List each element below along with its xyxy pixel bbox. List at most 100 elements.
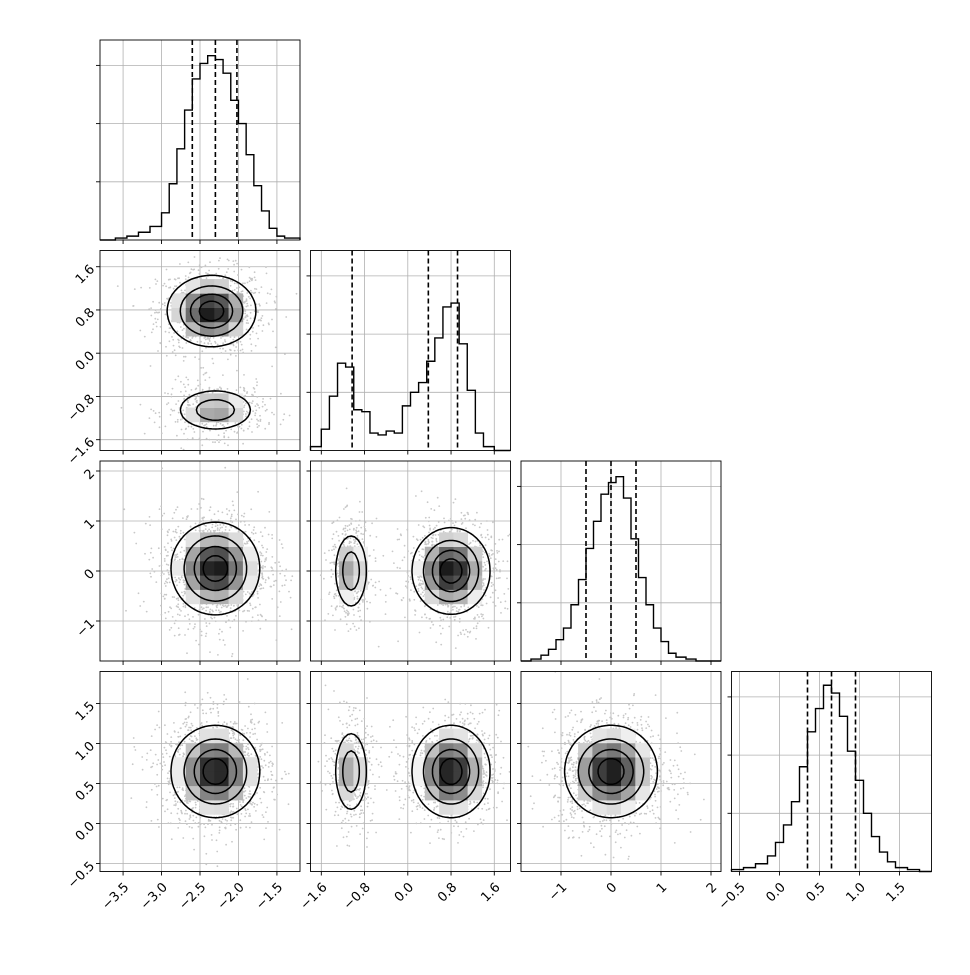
scatter-point (177, 331, 179, 333)
scatter-point (279, 591, 281, 593)
scatter-point (473, 627, 475, 629)
scatter-point (255, 810, 257, 812)
scatter-point (359, 511, 361, 513)
scatter-point (271, 556, 273, 558)
scatter-point (200, 439, 202, 441)
scatter-point (223, 426, 225, 428)
scatter-point (291, 628, 293, 630)
scatter-point (214, 341, 216, 343)
scatter-point (413, 591, 415, 593)
scatter-point (271, 319, 273, 321)
scatter-point (279, 573, 281, 575)
scatter-point (451, 529, 453, 531)
scatter-point (174, 559, 176, 561)
scatter-point (164, 612, 166, 614)
scatter-point (220, 337, 222, 339)
scatter-point (275, 347, 277, 349)
scatter-point (185, 356, 187, 358)
scatter-point (261, 317, 263, 319)
scatter-point (331, 605, 333, 607)
scatter-point (486, 520, 488, 522)
scatter-point (198, 269, 200, 271)
scatter-point (405, 585, 407, 587)
scatter-point (244, 310, 246, 312)
scatter-point (230, 285, 232, 287)
scatter-point (431, 541, 433, 543)
scatter-point (164, 558, 166, 560)
scatter-point (347, 530, 349, 532)
scatter-point (428, 532, 430, 534)
scatter-point (273, 584, 275, 586)
scatter-point (219, 439, 221, 441)
scatter-point (150, 576, 152, 578)
scatter-point (244, 795, 246, 797)
scatter-point (197, 385, 199, 387)
scatter-point (161, 432, 163, 434)
scatter-point (452, 522, 454, 524)
scatter-point (169, 744, 171, 746)
scatter-point (402, 559, 404, 561)
scatter-point (187, 379, 189, 381)
scatter-point (431, 621, 433, 623)
scatter-point (489, 555, 491, 557)
scatter-point (219, 524, 221, 526)
scatter-point (409, 598, 411, 600)
scatter-point (178, 342, 180, 344)
scatter-point (212, 363, 214, 365)
scatter-point (260, 614, 262, 616)
scatter-point (217, 525, 219, 527)
scatter-point (222, 374, 224, 376)
scatter-point (155, 322, 157, 324)
scatter-point (392, 551, 394, 553)
scatter-point (482, 566, 484, 568)
scatter-point (164, 598, 166, 600)
scatter-point (123, 508, 125, 510)
scatter-point (205, 272, 207, 274)
scatter-point (165, 346, 167, 348)
scatter-point (243, 396, 245, 398)
scatter-point (251, 418, 253, 420)
scatter-point (257, 614, 259, 616)
scatter-point (213, 425, 215, 427)
scatter-point (364, 526, 366, 528)
scatter-point (160, 505, 162, 507)
scatter-point (437, 604, 439, 606)
scatter-point (203, 607, 205, 609)
scatter-point (185, 820, 187, 822)
scatter-point (349, 541, 351, 543)
scatter-point (499, 569, 501, 571)
scatter-point (357, 596, 359, 598)
scatter-point (360, 533, 362, 535)
scatter-point (175, 509, 177, 511)
scatter-point (187, 614, 189, 616)
scatter-point (480, 534, 482, 536)
scatter-point (409, 600, 411, 602)
scatter-point (202, 518, 204, 520)
scatter-point (212, 358, 214, 360)
scatter-point (251, 729, 253, 731)
scatter-point (188, 394, 190, 396)
scatter-point (420, 580, 422, 582)
scatter-point (243, 389, 245, 391)
scatter-point (231, 655, 233, 657)
scatter-point (268, 534, 270, 536)
scatter-point (210, 617, 212, 619)
scatter-point (485, 568, 487, 570)
scatter-point (260, 320, 262, 322)
scatter-point (217, 344, 219, 346)
scatter-point (121, 407, 123, 409)
scatter-point (499, 571, 501, 573)
density-cell (453, 561, 468, 576)
scatter-point (249, 334, 251, 336)
scatter-point (215, 609, 217, 611)
scatter-point (463, 515, 465, 517)
scatter-point (281, 722, 283, 724)
scatter-point (165, 749, 167, 751)
scatter-point (255, 378, 257, 380)
scatter-point (187, 384, 189, 386)
scatter-point (204, 342, 206, 344)
scatter-point (155, 754, 157, 756)
scatter-point (217, 529, 219, 531)
scatter-point (175, 620, 177, 622)
scatter-point (182, 292, 184, 294)
